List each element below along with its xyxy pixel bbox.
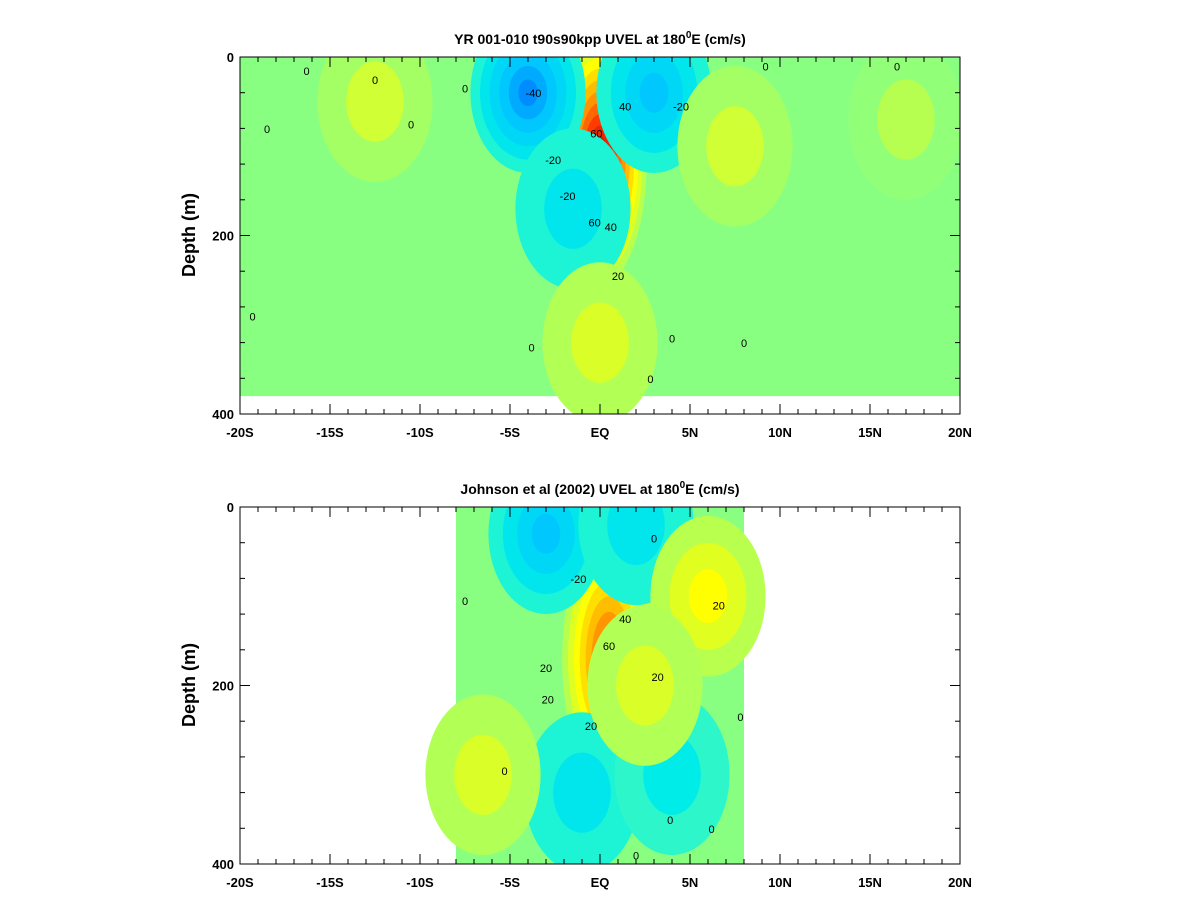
velocity-cell — [607, 507, 665, 566]
contour-label: 20 — [585, 721, 597, 733]
upper-heatmap — [240, 57, 960, 414]
x-tick-label: -5S — [500, 425, 521, 440]
contour-label: 0 — [667, 815, 673, 827]
contour-label: -20 — [673, 102, 689, 114]
lower-y-axis-label: Depth (m) — [179, 643, 199, 727]
velocity-cell — [346, 61, 404, 142]
x-tick-label: 20N — [948, 875, 972, 890]
contour-label: 20 — [713, 601, 725, 613]
upper-y-axis-label: Depth (m) — [179, 193, 199, 277]
velocity-cell — [454, 734, 512, 815]
velocity-cell — [518, 79, 538, 107]
y-tick-label: 200 — [212, 229, 234, 244]
contour-label: 0 — [709, 824, 715, 836]
contour-label: 20 — [651, 672, 663, 684]
contour-label: 0 — [264, 124, 270, 136]
velocity-cell — [616, 645, 674, 726]
contour-label: -40 — [525, 88, 541, 100]
x-tick-label: 15N — [858, 425, 882, 440]
velocity-cell — [639, 72, 669, 113]
lower-panel: Johnson et al (2002) UVEL at 1800E (cm/s… — [179, 480, 972, 890]
contour-label: 0 — [304, 66, 310, 78]
x-tick-label: -15S — [316, 425, 344, 440]
lower-contour-labels: -20 40 60 20 20 20 20 20 0 0 0 0 0 0 0 — [462, 534, 744, 863]
contour-label: 60 — [603, 641, 615, 653]
contour-label: 0 — [737, 712, 743, 724]
contour-label: 20 — [612, 271, 624, 283]
velocity-cell — [877, 79, 935, 160]
contour-label: -20 — [545, 155, 561, 167]
contour-label: 0 — [462, 84, 468, 96]
y-tick-label: 200 — [212, 679, 234, 694]
x-tick-label: -20S — [226, 425, 254, 440]
contour-label: 0 — [763, 61, 769, 73]
velocity-cell — [706, 106, 764, 187]
x-tick-label: 5N — [682, 425, 699, 440]
contour-label: 0 — [741, 338, 747, 350]
contour-label: 40 — [605, 222, 617, 234]
velocity-cell — [553, 752, 611, 833]
contour-label: 0 — [669, 334, 675, 346]
y-tick-label: 400 — [212, 407, 234, 422]
lower-heatmap — [425, 507, 766, 864]
contour-label: -20 — [560, 191, 576, 203]
contour-label: 60 — [590, 128, 602, 140]
y-tick-label: 0 — [227, 50, 234, 65]
y-tick-label: 400 — [212, 857, 234, 872]
contour-label: 0 — [372, 75, 378, 87]
lower-panel-title: Johnson et al (2002) UVEL at 1800E (cm/s… — [460, 480, 739, 497]
upper-panel: YR 001-010 t90s90kpp UVEL at 1800E (cm/s… — [179, 30, 972, 440]
velocity-cell — [688, 569, 728, 624]
x-tick-label: -20S — [226, 875, 254, 890]
contour-label: 0 — [250, 311, 256, 323]
contour-label: 0 — [633, 851, 639, 863]
x-tick-label: -5S — [500, 875, 521, 890]
contour-label: 20 — [542, 694, 554, 706]
x-tick-label: 10N — [768, 875, 792, 890]
contour-label: 0 — [894, 61, 900, 73]
x-tick-label: -10S — [406, 425, 434, 440]
contour-label: 40 — [619, 102, 631, 114]
x-tick-label: 15N — [858, 875, 882, 890]
contour-label: 40 — [619, 614, 631, 626]
contour-label: 0 — [462, 596, 468, 608]
contour-label: 0 — [502, 766, 508, 778]
velocity-cell — [571, 302, 629, 383]
contour-label: 0 — [408, 119, 414, 131]
upper-panel-title: YR 001-010 t90s90kpp UVEL at 1800E (cm/s… — [454, 30, 746, 47]
upper-contour-labels: -40 -20 -20 -20 40 20 60 60 40 0 0 0 0 0 0 0 0 0 0 0 0 — [250, 61, 901, 385]
contour-label: 20 — [540, 663, 552, 675]
contour-label: 0 — [651, 534, 657, 546]
x-tick-label: 10N — [768, 425, 792, 440]
x-tick-label: 5N — [682, 875, 699, 890]
velocity-cell — [531, 513, 561, 554]
x-tick-label: 20N — [948, 425, 972, 440]
x-tick-label: EQ — [591, 425, 610, 440]
x-tick-label: -15S — [316, 875, 344, 890]
velocity-cell — [544, 168, 602, 249]
x-tick-label: EQ — [591, 875, 610, 890]
contour-label: -20 — [570, 574, 586, 586]
x-tick-label: -10S — [406, 875, 434, 890]
contour-label: 60 — [588, 218, 600, 230]
y-tick-label: 0 — [227, 500, 234, 515]
contour-label: 0 — [647, 374, 653, 386]
contour-label: 0 — [529, 343, 535, 355]
